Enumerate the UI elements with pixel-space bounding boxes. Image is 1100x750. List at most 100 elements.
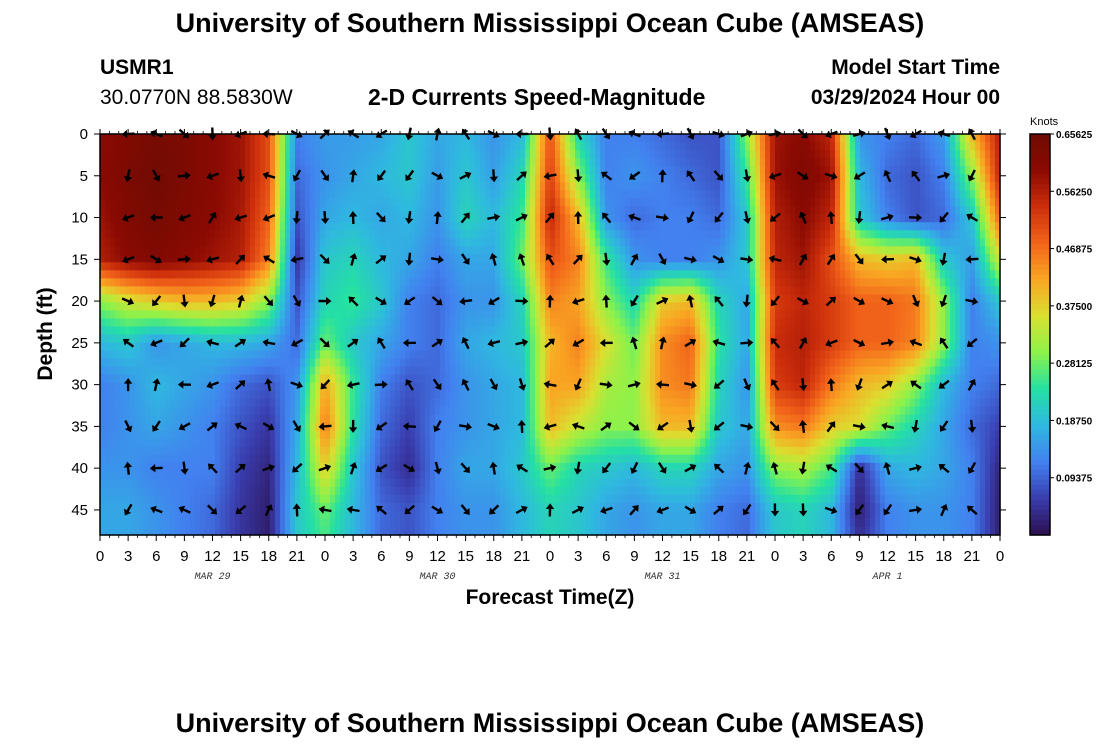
heatmap-cell bbox=[410, 342, 416, 352]
heatmap-cell bbox=[810, 294, 816, 304]
heatmap-cell bbox=[290, 134, 296, 143]
heatmap-cell bbox=[110, 302, 116, 312]
heatmap-cell bbox=[425, 278, 431, 287]
heatmap-cell bbox=[640, 182, 646, 191]
heatmap-cell bbox=[305, 278, 311, 287]
heatmap-cell bbox=[390, 278, 396, 287]
heatmap-cell bbox=[290, 286, 296, 295]
heatmap-cell bbox=[320, 158, 326, 167]
heatmap-cell bbox=[515, 166, 521, 175]
heatmap-cell bbox=[910, 278, 916, 287]
heatmap-cell bbox=[730, 142, 736, 151]
heatmap-cell bbox=[850, 270, 856, 279]
heatmap-cell bbox=[515, 278, 521, 287]
heatmap-cell bbox=[190, 190, 196, 199]
heatmap-cell bbox=[205, 254, 211, 263]
heatmap-cell bbox=[820, 286, 826, 295]
heatmap-cell bbox=[305, 270, 311, 279]
heatmap-cell bbox=[720, 230, 726, 239]
heatmap-cell bbox=[760, 222, 766, 231]
heatmap-cell bbox=[230, 182, 236, 191]
heatmap-cell bbox=[930, 318, 936, 328]
heatmap-cell bbox=[540, 310, 546, 320]
heatmap-cell bbox=[950, 286, 956, 295]
heatmap-cell bbox=[195, 238, 201, 247]
heatmap-cell bbox=[775, 166, 781, 175]
heatmap-cell bbox=[275, 262, 281, 271]
heatmap-cell bbox=[850, 150, 856, 159]
heatmap-cell bbox=[650, 318, 656, 328]
heatmap-cell bbox=[150, 294, 156, 304]
heatmap-cell bbox=[175, 206, 181, 215]
heatmap-cell bbox=[835, 214, 841, 223]
heatmap-cell bbox=[800, 134, 806, 143]
heatmap-cell bbox=[980, 190, 986, 199]
heatmap-cell bbox=[485, 134, 491, 143]
heatmap-cell bbox=[915, 246, 921, 255]
heatmap-cell bbox=[975, 222, 981, 231]
heatmap-cell bbox=[500, 254, 506, 263]
heatmap-cell bbox=[565, 158, 571, 167]
heatmap-cell bbox=[830, 182, 836, 191]
heatmap-cell bbox=[470, 254, 476, 263]
heatmap-cell bbox=[385, 142, 391, 151]
heatmap-cell bbox=[290, 206, 296, 215]
heatmap-cell bbox=[970, 150, 976, 159]
heatmap-cell bbox=[600, 318, 606, 328]
heatmap-cell bbox=[395, 286, 401, 295]
heatmap-cell bbox=[225, 342, 231, 352]
heatmap-cell bbox=[600, 174, 606, 183]
heatmap-cell bbox=[225, 134, 231, 143]
heatmap-cell bbox=[940, 238, 946, 247]
heatmap-cell bbox=[605, 198, 611, 207]
heatmap-cell bbox=[850, 134, 856, 143]
heatmap-cell bbox=[560, 214, 566, 223]
heatmap-cell bbox=[740, 174, 746, 183]
heatmap-cell bbox=[350, 230, 356, 239]
heatmap-cell bbox=[115, 350, 121, 360]
heatmap-cell bbox=[585, 198, 591, 207]
heatmap-cell bbox=[640, 318, 646, 328]
heatmap-cell bbox=[845, 134, 851, 143]
heatmap-cell bbox=[570, 134, 576, 143]
heatmap-cell bbox=[565, 278, 571, 287]
heatmap-cell bbox=[565, 318, 571, 328]
heatmap-cell bbox=[645, 262, 651, 271]
heatmap-cell bbox=[190, 326, 196, 336]
heatmap-cell bbox=[310, 342, 316, 352]
heatmap-cell bbox=[280, 238, 286, 247]
heatmap-cell bbox=[950, 270, 956, 279]
heatmap-cell bbox=[275, 326, 281, 336]
heatmap-cell bbox=[820, 294, 826, 304]
heatmap-cell bbox=[790, 174, 796, 183]
heatmap-cell bbox=[570, 350, 576, 360]
heatmap-cell bbox=[405, 342, 411, 352]
heatmap-cell bbox=[930, 142, 936, 151]
heatmap-cell bbox=[595, 302, 601, 312]
heatmap-cell bbox=[820, 142, 826, 151]
heatmap-cell bbox=[340, 134, 346, 143]
heatmap-cell bbox=[575, 230, 581, 239]
heatmap-cell bbox=[540, 198, 546, 207]
heatmap-cell bbox=[460, 286, 466, 295]
heatmap-cell bbox=[270, 334, 276, 344]
heatmap-cell bbox=[470, 286, 476, 295]
heatmap-cell bbox=[585, 262, 591, 271]
heatmap-cell bbox=[715, 166, 721, 175]
heatmap-cell bbox=[325, 238, 331, 247]
heatmap-cell bbox=[545, 350, 551, 360]
heatmap-cell bbox=[285, 222, 291, 231]
heatmap-cell bbox=[925, 190, 931, 199]
heatmap-cell bbox=[535, 142, 541, 151]
heatmap-cell bbox=[385, 182, 391, 191]
heatmap-cell bbox=[820, 190, 826, 199]
heatmap-cell bbox=[645, 350, 651, 360]
heatmap-cell bbox=[760, 182, 766, 191]
heatmap-cell bbox=[165, 142, 171, 151]
heatmap-cell bbox=[370, 278, 376, 287]
heatmap-cell bbox=[130, 262, 136, 271]
heatmap-cell bbox=[445, 150, 451, 159]
heatmap-cell bbox=[970, 222, 976, 231]
heatmap-cell bbox=[190, 222, 196, 231]
heatmap-cell bbox=[885, 150, 891, 159]
